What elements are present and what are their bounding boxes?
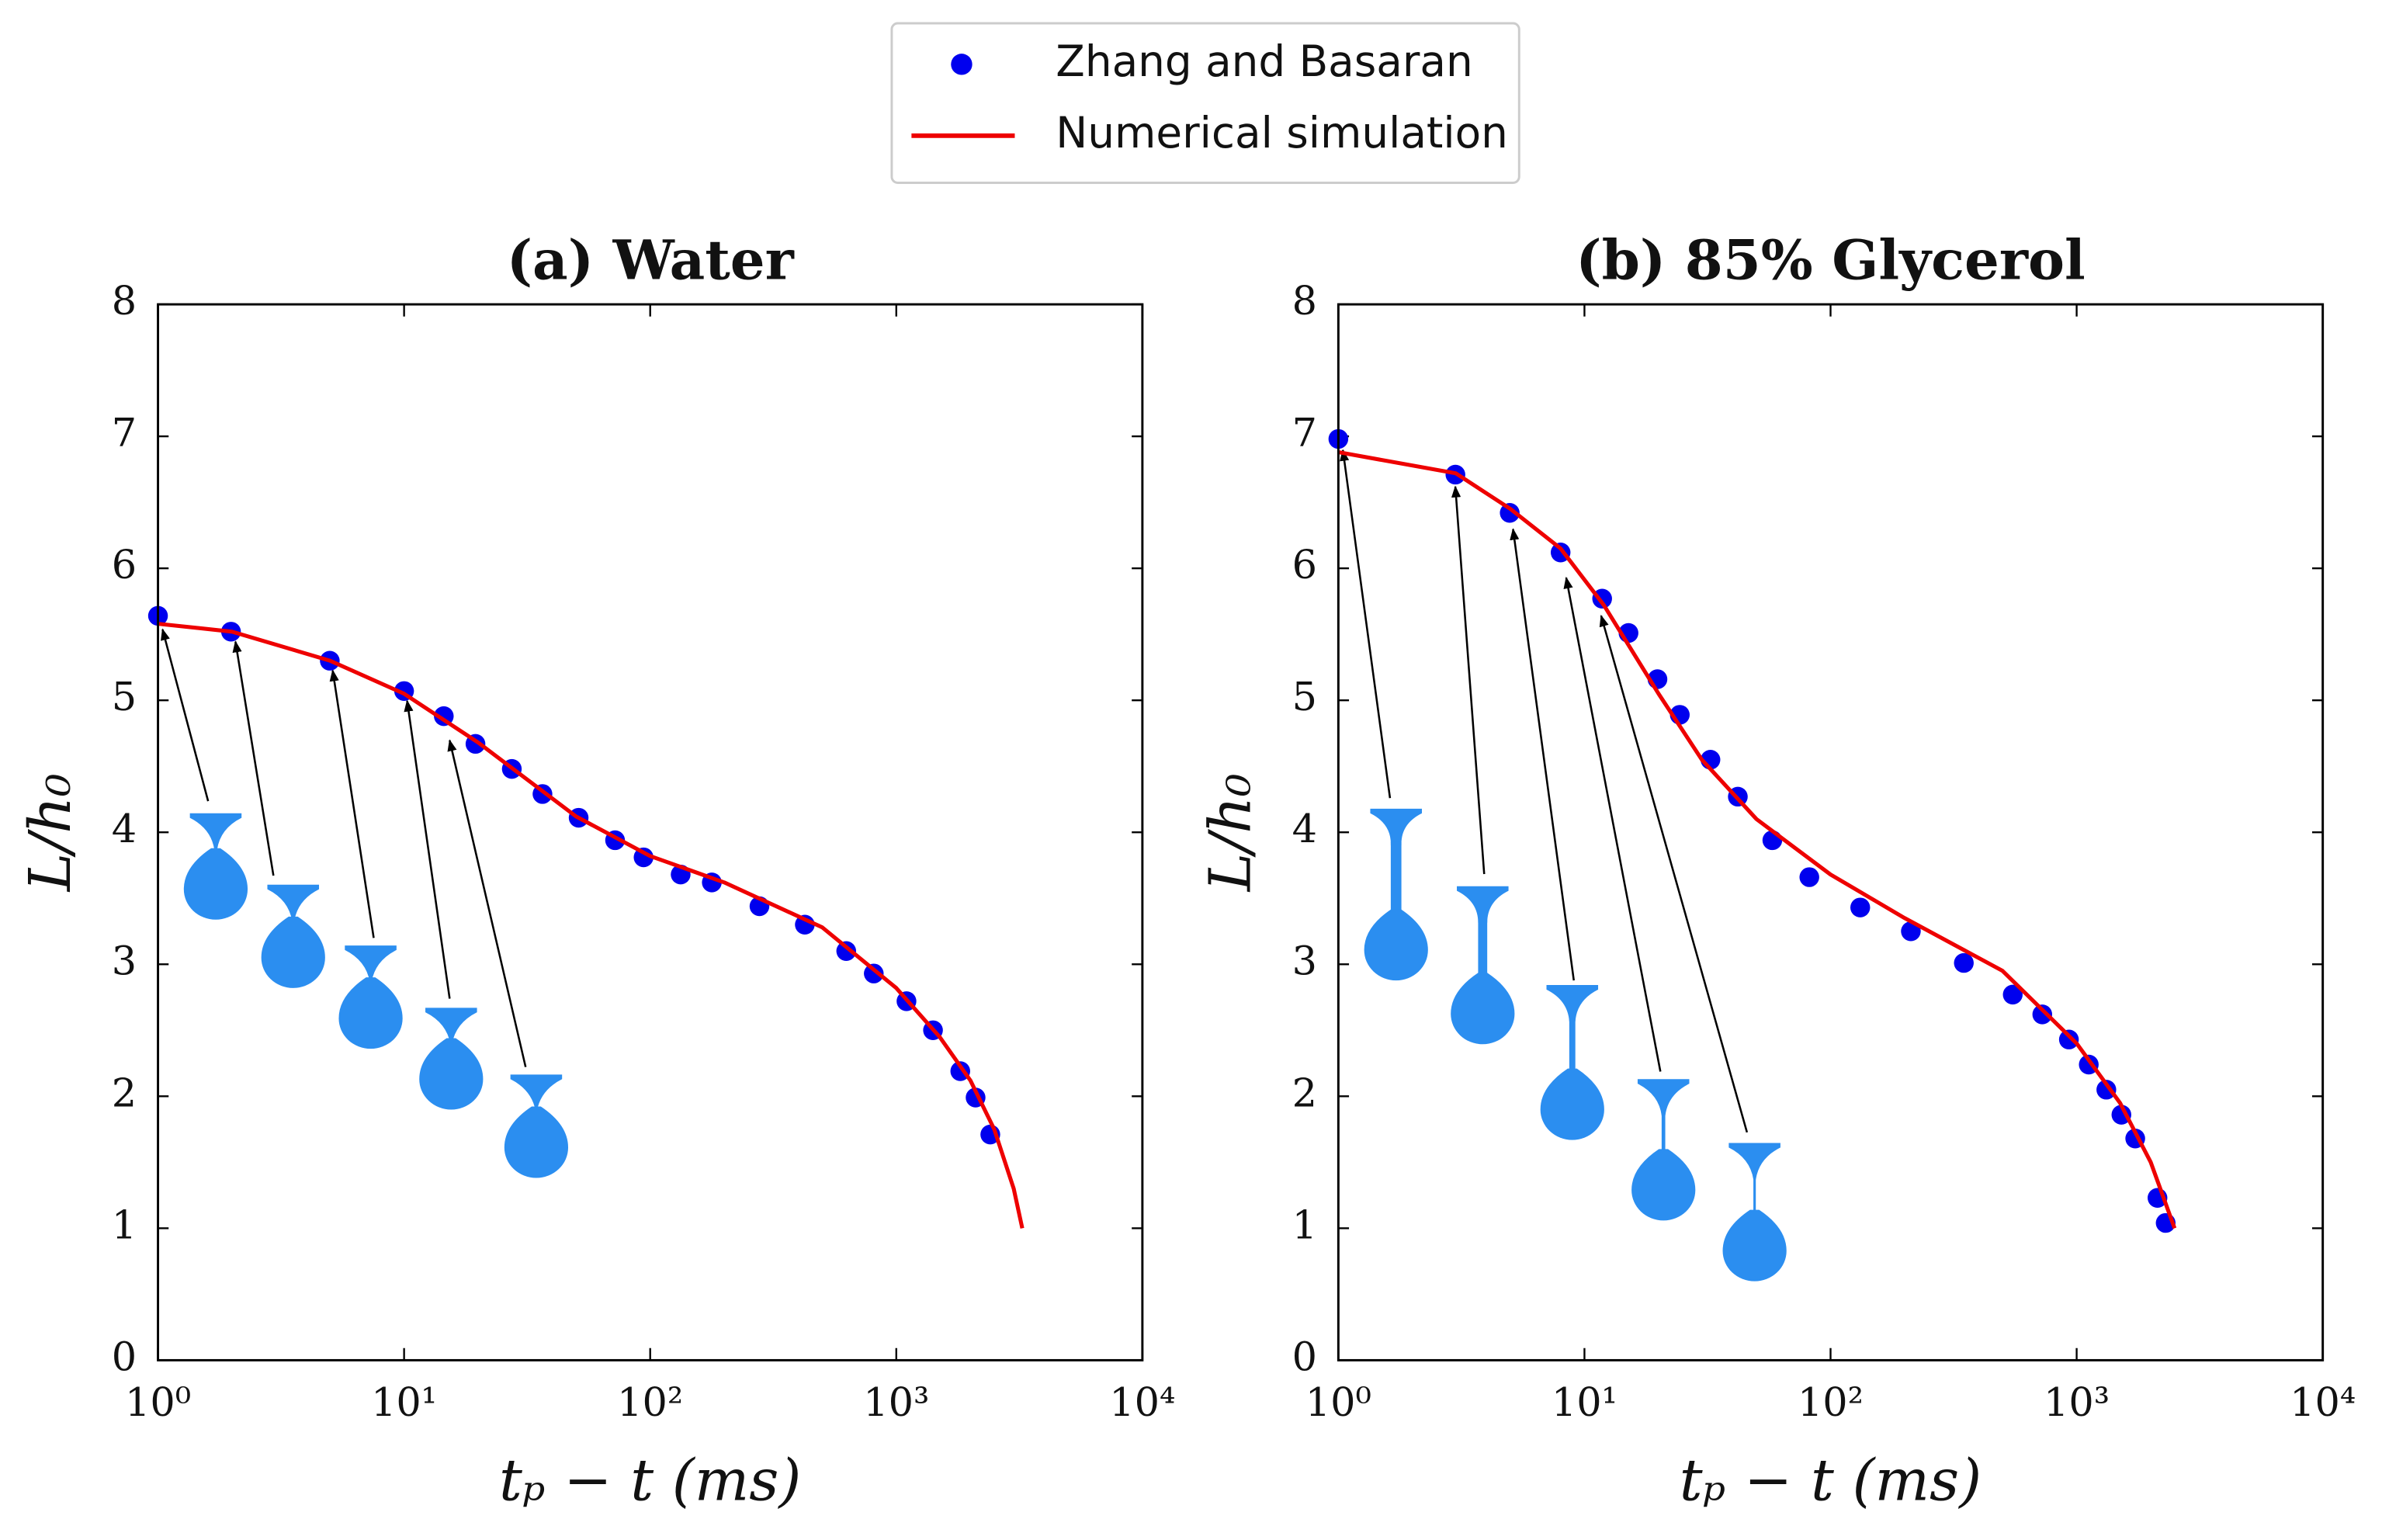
x-tick-label: 10⁰ [1305,1379,1371,1425]
y-tick-label: 4 [112,806,137,852]
arrow [447,739,527,1067]
y-tick-label: 0 [1292,1334,1317,1379]
x-tick-label: 10⁴ [1109,1379,1175,1425]
y-tick-label: 6 [112,542,137,588]
droplet-bulb [261,916,325,988]
arrow [161,628,210,802]
x-axis-label: tₚ − t (ms) [1680,1446,1982,1514]
droplet-funnel [1728,1143,1780,1180]
y-tick-label: 8 [1292,278,1317,324]
droplet-neck [1661,1112,1666,1156]
y-tick-label: 0 [112,1334,137,1379]
arrow [329,669,375,938]
data-point [2096,1080,2117,1100]
droplet-bulb [183,848,248,920]
y-tick-label: 4 [1292,806,1317,852]
y-tick-label: 2 [1292,1070,1317,1115]
data-point [864,963,884,983]
droplet-funnel [189,813,242,850]
data-point [2058,1029,2079,1049]
y-tick-label: 7 [112,410,137,456]
x-tick-label: 10¹ [1552,1379,1617,1425]
x-axis-label: tₚ − t (ms) [499,1446,801,1514]
data-point [1850,897,1871,917]
y-tick-label: 7 [1292,410,1317,456]
data-point [2032,1004,2053,1025]
y-tick-label: 2 [112,1070,137,1115]
arrow [1340,449,1392,799]
legend-label: Numerical simulation [1056,108,1508,158]
y-tick-label: 6 [1292,542,1317,588]
droplet-neck [1390,841,1402,915]
y-tick-label: 1 [112,1202,137,1247]
plot-frame [157,303,1144,1361]
y-axis-label: L/h₀ [1197,773,1264,893]
chart-title: (a) Water [507,228,795,293]
droplet-bulb [338,977,403,1049]
droplet-neck [1569,1018,1576,1075]
arrow [232,640,275,876]
curve [158,622,1025,1229]
x-tick-label: 10⁰ [125,1379,191,1425]
data-point [633,847,654,868]
droplet-bulb [1631,1149,1696,1221]
arrow [1563,576,1662,1072]
arrow [1451,485,1486,875]
x-tick-label: 10⁴ [2290,1379,2356,1425]
droplet-funnel [1637,1079,1690,1116]
droplet-bulb [1364,909,1428,981]
droplet-funnel [345,945,397,983]
curve [1337,450,2177,1230]
droplet-funnel [1370,808,1423,845]
droplet-bulb [1540,1068,1604,1140]
droplet-funnel [1457,886,1509,923]
arrow [1510,528,1575,981]
y-axis-label: L/h₀ [16,773,84,893]
droplet-bulb [1451,973,1515,1045]
data-point [1500,503,1520,523]
x-tick-label: 10² [1798,1379,1864,1425]
data-point [1954,952,1974,973]
droplet-funnel [510,1074,563,1112]
data-point [836,941,857,962]
legend-label: Zhang and Basaran [1056,36,1472,86]
droplet-bulb [419,1038,484,1110]
droplet-funnel [1546,984,1599,1021]
arrow [404,699,451,999]
arrow [1599,614,1749,1133]
y-tick-label: 1 [1292,1202,1317,1247]
y-tick-label: 3 [112,938,137,983]
droplet-bulb [504,1106,569,1178]
droplet-neck [1478,919,1488,980]
droplet-bulb [1722,1209,1787,1282]
data-point [2002,984,2023,1005]
droplet-funnel [425,1008,477,1045]
droplet-funnel [267,884,320,921]
data-point [1799,867,1819,887]
plot-frame [1337,303,2325,1361]
x-tick-label: 10² [617,1379,683,1425]
legend-box [890,22,1520,184]
chart-title: (b) 85% Glycerol [1576,228,2085,293]
x-tick-label: 10³ [863,1379,929,1425]
y-tick-label: 5 [1292,674,1317,720]
y-tick-label: 5 [112,674,137,720]
legend-marker [951,54,973,75]
x-tick-label: 10³ [2044,1379,2110,1425]
data-point [2111,1105,2131,1125]
droplet-neck [1753,1176,1756,1216]
y-tick-label: 3 [1292,938,1317,983]
x-tick-label: 10¹ [371,1379,437,1425]
y-tick-label: 8 [112,278,137,324]
